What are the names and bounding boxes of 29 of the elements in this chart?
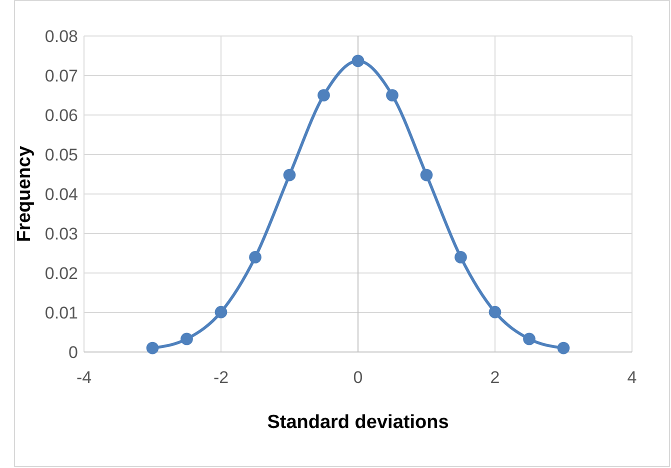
point [557,342,570,354]
x-tick-label: -4 [76,368,92,387]
point [352,54,364,68]
y-axis-title: Frequency [14,146,35,242]
y-tick-label: 0.01 [44,304,78,322]
point [249,251,262,264]
y-tick-label: 0.03 [44,224,78,244]
point [420,168,433,182]
point [523,332,536,346]
y-tick-label: 0 [68,343,78,362]
y-tick-label: 0.07 [44,66,78,86]
x-tick-label: -2 [213,368,229,387]
y-tick-label: 0.04 [44,185,78,204]
point [283,168,296,182]
point [454,251,467,264]
point [318,89,330,102]
y-tick-label: 0.05 [44,146,78,164]
y-tick-label: 0.06 [44,106,78,125]
point [146,342,159,354]
x-tick-label: 0 [353,368,363,387]
point [386,89,398,102]
point [180,332,193,346]
x-axis-title: Standard deviations [267,412,449,433]
point [214,306,228,318]
x-tick-label: 4 [627,368,637,387]
y-tick-label: 0.08 [44,27,78,46]
point [488,306,502,318]
x-tick-label: 2 [490,368,500,387]
y-tick-label: 0.02 [44,264,78,283]
